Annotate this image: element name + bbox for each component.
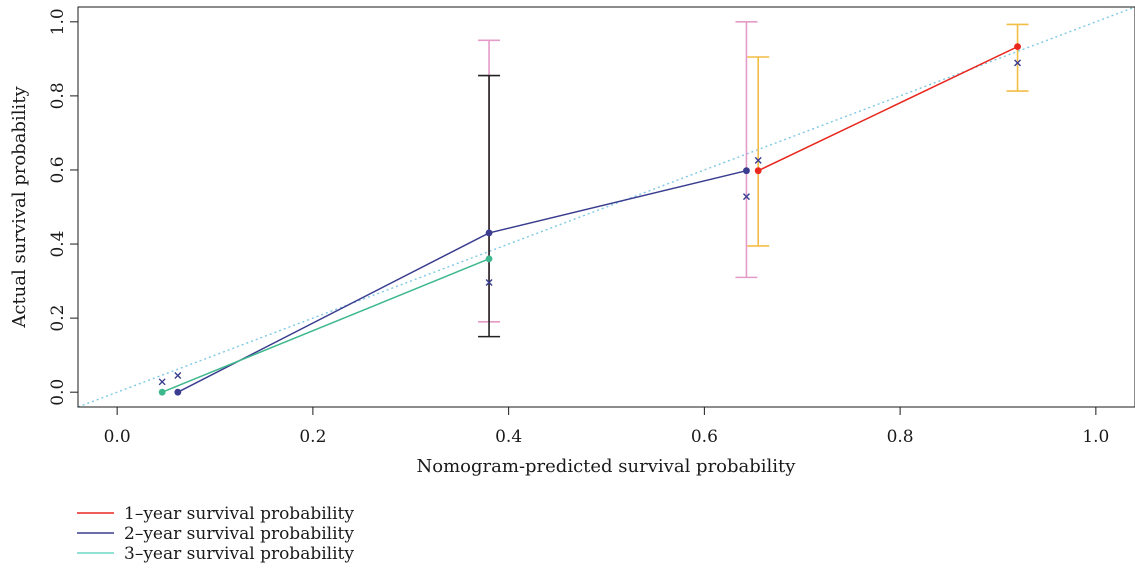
y-axis: 0.0 0.2 0.4 0.6 0.8 1.0 <box>48 8 78 406</box>
reference-line-layer <box>78 7 1135 407</box>
y-tick-label: 0.0 <box>48 379 68 406</box>
y-axis-title: Actual survival probability <box>9 86 30 329</box>
x-tick-label: 1.0 <box>1082 427 1109 447</box>
data-point-series-3 <box>158 388 166 396</box>
x-tick-label: 0.2 <box>299 427 326 447</box>
y-tick-label: 0.4 <box>48 231 68 258</box>
reference-diagonal-line <box>78 7 1135 407</box>
x-mark-series-2 <box>174 372 182 380</box>
data-point-series-1 <box>1014 43 1021 51</box>
series-line-3 <box>161 258 490 393</box>
x-axis: 0.0 0.2 0.4 0.6 0.8 1.0 <box>104 407 1109 447</box>
x-tick-label: 0.4 <box>495 427 522 447</box>
plot-frame <box>77 6 1135 408</box>
data-point-series-1 <box>754 167 762 175</box>
x-mark-series-1 <box>1014 59 1022 67</box>
x-mark-series-2 <box>742 193 750 201</box>
series-line-2 <box>177 169 747 393</box>
x-tick-label: 0.8 <box>887 427 914 447</box>
x-mark-series-2 <box>485 279 493 287</box>
legend-label-2: 2–year survival probability <box>124 524 354 544</box>
data-point-series-2 <box>743 167 750 175</box>
x-axis-title: Nomogram-predicted survival probability <box>417 456 797 477</box>
y-tick-label: 0.8 <box>48 82 68 109</box>
legend-label-3: 3–year survival probability <box>124 544 354 564</box>
x-mark-series-3 <box>158 378 166 386</box>
x-mark-series-1 <box>754 156 762 164</box>
series-line-layer <box>161 45 1018 393</box>
y-tick-label: 0.2 <box>48 305 68 332</box>
legend-label-1: 1–year survival probability <box>124 504 354 524</box>
data-point-series-2 <box>485 229 493 237</box>
x-tick-label: 0.6 <box>691 427 718 447</box>
data-point-series-2 <box>174 388 182 396</box>
series-line-1 <box>757 45 1018 172</box>
data-point-series-3 <box>485 255 493 263</box>
point-layer <box>158 43 1022 396</box>
y-tick-label: 1.0 <box>48 8 68 35</box>
errorbar-layer <box>478 21 1029 338</box>
x-tick-label: 0.0 <box>104 427 131 447</box>
y-tick-label: 0.6 <box>48 156 68 183</box>
